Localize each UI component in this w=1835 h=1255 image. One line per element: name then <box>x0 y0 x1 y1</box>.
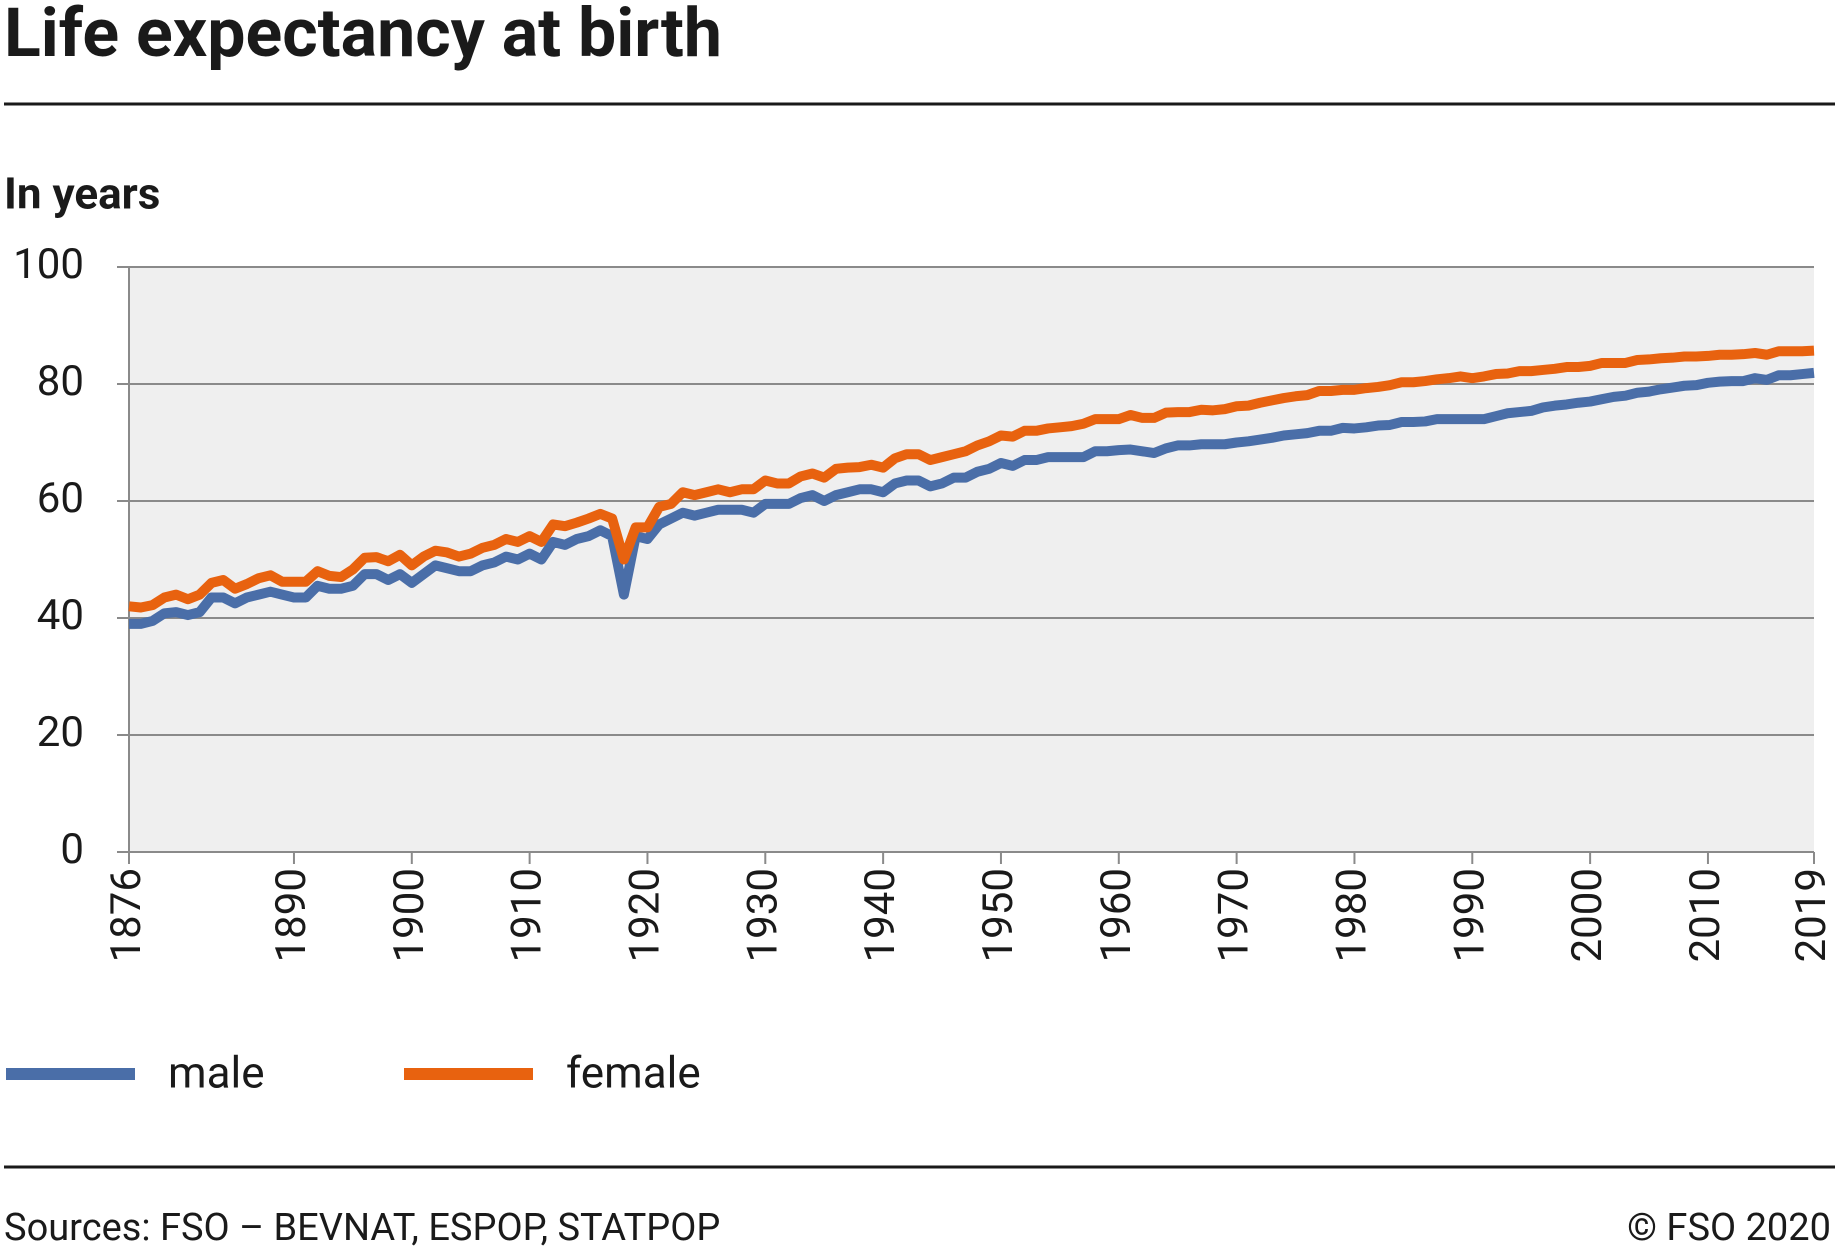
y-tick-label: 40 <box>37 591 84 640</box>
y-tick-label: 20 <box>37 708 84 757</box>
y-tick-label: 80 <box>37 357 84 406</box>
x-tick-label: 1980 <box>1328 868 1377 962</box>
series-line <box>129 367 1815 629</box>
x-tick-label: 1876 <box>102 868 151 962</box>
series-line <box>128 345 1815 613</box>
x-tick-label: 1970 <box>1210 868 1259 962</box>
source: Sources: FSO – BEVNAT, ESPOP, STATPOP <box>4 1206 720 1250</box>
y-axis-label: In years <box>4 168 160 220</box>
x-tick-label: 1890 <box>267 868 316 962</box>
y-tick-label: 100 <box>13 240 84 289</box>
x-tick-label: 1930 <box>738 868 787 962</box>
x-tick-label: 2010 <box>1681 868 1730 962</box>
y-tick-label: 0 <box>60 825 84 874</box>
chart-title: Life expectancy at birth <box>4 0 722 73</box>
x-tick-label: 2000 <box>1563 868 1612 962</box>
x-tick-label: 2019 <box>1787 868 1835 962</box>
x-tick-label: 1990 <box>1445 868 1494 962</box>
x-tick-label: 1940 <box>856 868 905 962</box>
x-tick-label: 1910 <box>503 868 552 962</box>
copyright: © FSO 2020 <box>1627 1206 1831 1250</box>
legend-label: male <box>168 1047 265 1099</box>
x-tick-label: 1960 <box>1092 868 1141 962</box>
x-tick-label: 1900 <box>385 868 434 962</box>
y-tick-label: 60 <box>37 474 84 523</box>
legend-label: female <box>566 1047 701 1099</box>
x-tick-label: 1920 <box>621 868 670 962</box>
x-tick-label: 1950 <box>974 868 1023 962</box>
